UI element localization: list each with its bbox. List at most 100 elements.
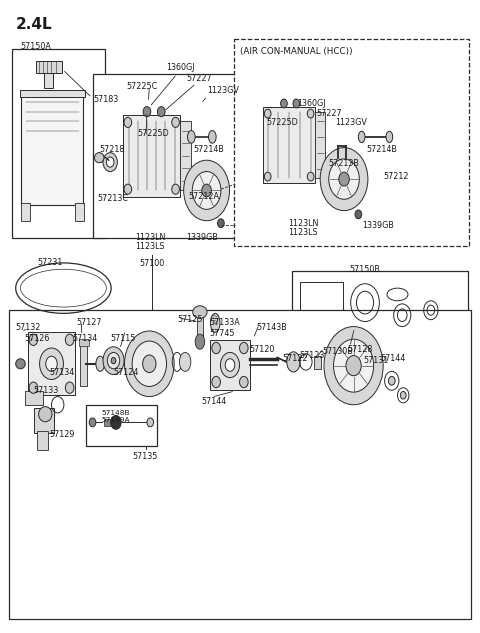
Ellipse shape [293,99,300,108]
Text: 57130B: 57130B [322,347,353,356]
Ellipse shape [132,341,167,387]
Bar [75,203,84,221]
Bar [234,39,469,246]
Text: 57150B: 57150B [350,265,381,274]
Ellipse shape [195,334,204,349]
Ellipse shape [89,418,96,427]
Text: 57126: 57126 [24,334,49,342]
Text: 57133: 57133 [34,386,59,395]
Text: 57100: 57100 [139,258,164,268]
Ellipse shape [400,391,406,399]
Text: 57745: 57745 [209,329,235,338]
Text: 57213C: 57213C [98,194,129,203]
Bar [34,408,54,433]
Ellipse shape [147,418,154,427]
Bar [180,121,191,191]
Ellipse shape [202,184,211,197]
Ellipse shape [124,184,132,194]
Bar [291,271,468,369]
Bar [263,107,315,183]
Ellipse shape [188,130,195,143]
Text: 1123LN: 1123LN [288,219,318,228]
Text: 57115: 57115 [110,334,135,343]
Text: 1123GV: 1123GV [207,87,240,96]
Ellipse shape [180,353,191,372]
Ellipse shape [307,172,314,181]
Text: 57131: 57131 [363,356,388,365]
Text: 57128: 57128 [348,345,373,354]
Ellipse shape [212,377,220,388]
Bar [28,332,75,395]
Bar [36,61,62,73]
Text: 57134: 57134 [72,334,97,343]
Text: 57212: 57212 [383,172,408,180]
Ellipse shape [339,172,349,186]
Text: 57227: 57227 [316,108,342,118]
Ellipse shape [65,334,74,346]
Text: 57134: 57134 [49,368,74,377]
Bar [37,431,48,450]
Bar [104,419,112,425]
Ellipse shape [157,106,165,116]
Bar [86,404,157,446]
Ellipse shape [111,415,121,429]
Ellipse shape [210,313,220,332]
Bar [334,318,341,328]
Ellipse shape [264,109,271,118]
Ellipse shape [29,334,37,346]
Text: 57225D: 57225D [137,128,169,138]
Ellipse shape [225,359,235,372]
Text: 57231: 57231 [37,258,62,267]
Text: 57218: 57218 [99,145,125,154]
Ellipse shape [103,347,124,375]
Text: 57213B: 57213B [328,159,359,168]
Text: 1123LN: 1123LN [135,234,166,242]
Text: 57214B: 57214B [193,145,224,154]
Text: 57129: 57129 [49,430,74,439]
Bar [12,49,105,238]
Ellipse shape [240,342,248,354]
Text: 57214B: 57214B [366,145,397,154]
Bar [197,315,203,346]
Text: 1123LS: 1123LS [288,229,317,237]
Ellipse shape [39,348,63,380]
Text: 57144: 57144 [202,397,227,406]
Text: 57125: 57125 [177,315,203,324]
Ellipse shape [65,382,74,393]
Bar [25,391,43,404]
Text: 1123GV: 1123GV [336,118,367,127]
Bar [20,90,85,97]
Ellipse shape [103,153,117,172]
Ellipse shape [29,382,37,393]
Text: 57227: 57227 [187,74,212,83]
Ellipse shape [38,406,52,422]
Text: 57132: 57132 [16,323,41,332]
Text: 57143B: 57143B [257,323,288,332]
Bar [80,342,87,386]
Bar [334,284,341,295]
Ellipse shape [124,117,132,127]
Text: 57122: 57122 [282,354,308,363]
Bar [9,310,471,619]
Bar [22,95,84,205]
Text: 57120: 57120 [250,345,275,354]
Text: 1339GB: 1339GB [362,221,394,230]
Text: 57123: 57123 [300,351,325,360]
Ellipse shape [220,353,240,378]
Text: 57124: 57124 [114,368,139,377]
Ellipse shape [95,153,104,163]
Text: 57144: 57144 [380,354,405,363]
Bar [300,282,343,332]
Text: 57225C: 57225C [126,82,157,91]
Ellipse shape [264,172,271,181]
Ellipse shape [281,99,287,108]
Text: 57133A: 57133A [209,318,240,327]
Text: 1339GB: 1339GB [187,234,218,242]
Text: 57212A: 57212A [189,192,219,201]
Ellipse shape [172,117,180,127]
Bar [22,203,30,221]
Ellipse shape [355,210,362,219]
Bar [93,74,240,238]
Bar [123,115,180,197]
Ellipse shape [172,184,180,194]
